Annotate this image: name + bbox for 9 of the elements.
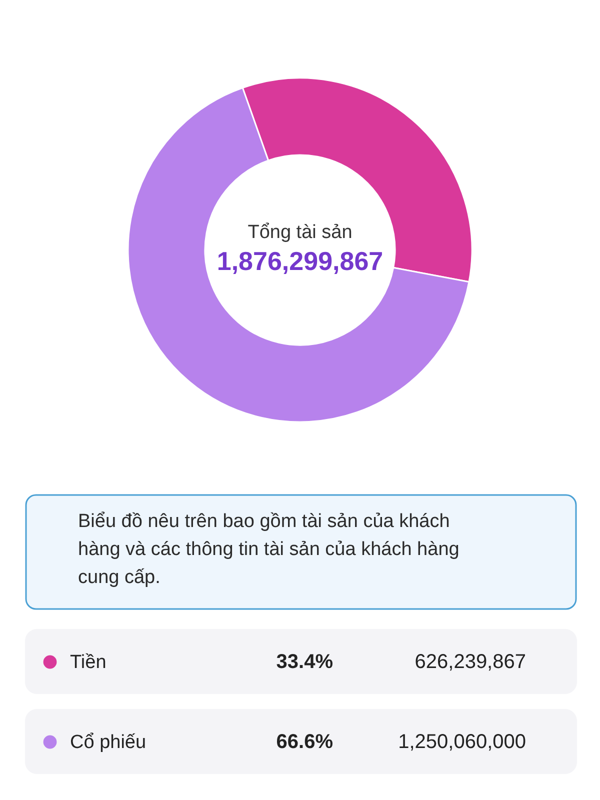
data-label: 626,239,867 [414, 651, 526, 673]
text: Tổng tài sản [248, 222, 352, 243]
legend-label: Tiền [70, 652, 106, 673]
text: 66.6% [276, 731, 333, 753]
text: 33.4% [276, 651, 333, 673]
data-label: 1,250,060,000 [398, 731, 526, 753]
text: 1,876,299,867 [216, 246, 384, 276]
legend-label: Cổ phiếu [70, 732, 146, 753]
text: Biểu đồ nêu trên bao gồm tài sản của khách hàng và các thông tin tài sản của khách hàng cung cấp. [78, 511, 460, 588]
